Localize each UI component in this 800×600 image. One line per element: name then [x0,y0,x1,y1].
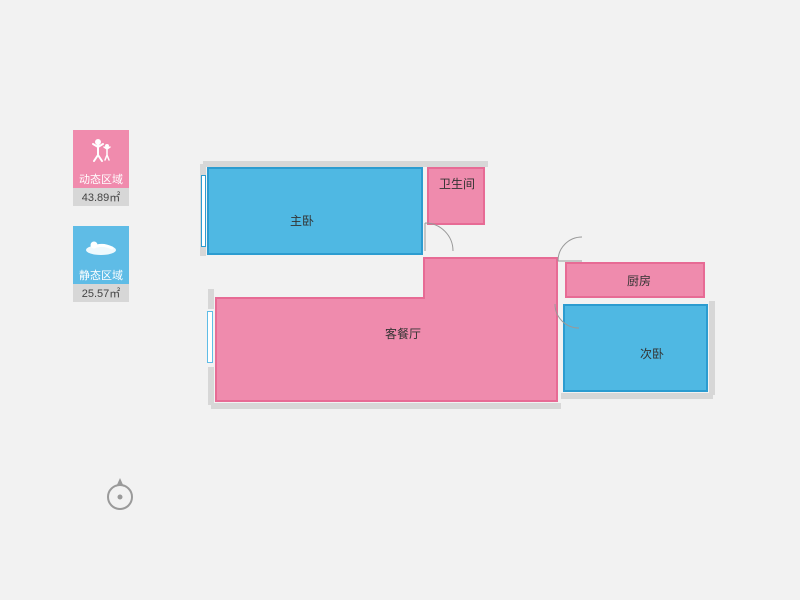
legend-dynamic-value: 43.89㎡ [73,188,129,206]
legend-static-icon [73,226,129,266]
window-living-left [207,311,213,363]
wall-bottom [211,403,561,409]
label-bathroom: 卫生间 [439,175,475,192]
legend-dynamic: 动态区域 43.89㎡ [73,130,129,206]
label-living: 客餐厅 [385,325,421,342]
room-living-upper [423,257,558,299]
wall-bottom-second [561,393,713,399]
wall-left-lower [208,367,214,405]
door-bathroom [425,223,455,253]
legend-dynamic-icon [73,130,129,170]
room-second-bedroom [563,304,708,392]
legend-spacer [73,206,129,226]
room-master-bedroom [207,167,423,255]
label-master-bedroom: 主卧 [290,212,314,229]
door-kitchen [558,237,584,263]
label-kitchen: 厨房 [627,272,651,289]
compass-icon [103,475,137,518]
legend-dynamic-label: 动态区域 [73,170,129,188]
legend-static: 静态区域 25.57㎡ [73,226,129,302]
label-second-bedroom: 次卧 [640,345,664,362]
wall-right-second [709,301,715,395]
door-second-bedroom [555,304,581,330]
window-master-left [201,175,206,247]
legend-static-value: 25.57㎡ [73,284,129,302]
wall-left-mid [208,289,214,309]
living-seam [425,295,556,301]
room-living [215,297,558,402]
legend-static-label: 静态区域 [73,266,129,284]
legend-panel: 动态区域 43.89㎡ 静态区域 25.57㎡ [73,130,129,302]
wall-top-left [203,161,488,167]
